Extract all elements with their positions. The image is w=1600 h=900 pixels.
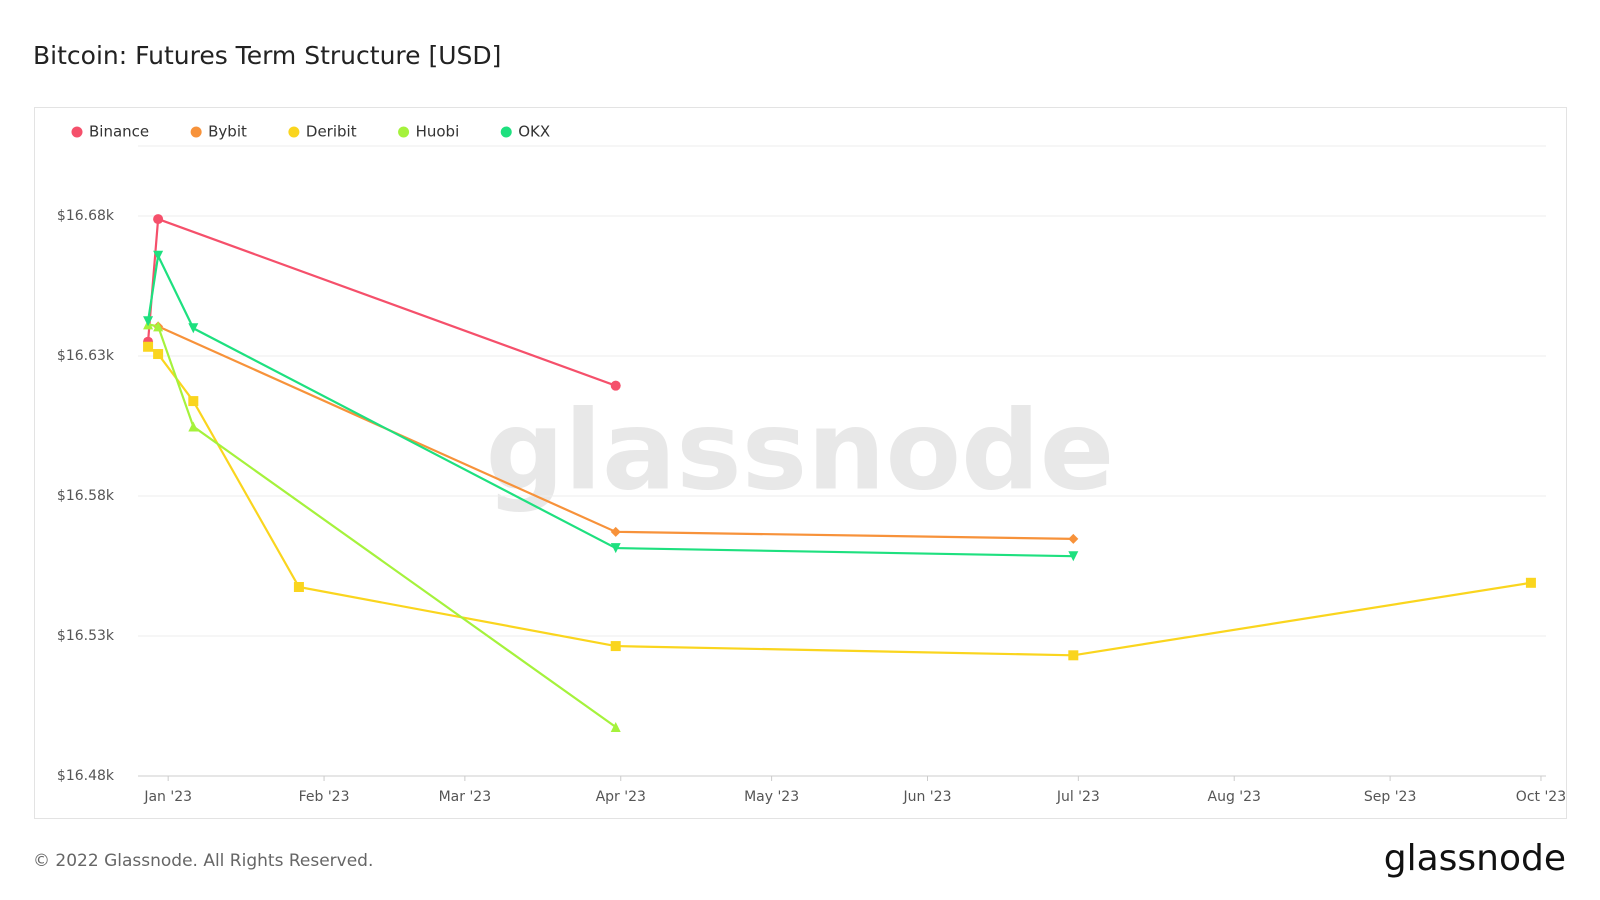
copyright: © 2022 Glassnode. All Rights Reserved. [33, 851, 373, 871]
point [153, 214, 164, 225]
point [293, 582, 304, 592]
x-tick-label: Oct '23 [1516, 789, 1566, 805]
x-tick-label: Aug '23 [1208, 789, 1261, 805]
series-line [146, 217, 617, 387]
x-tick-label: May '23 [744, 789, 799, 805]
point [188, 396, 199, 407]
point [1525, 577, 1536, 588]
point [610, 526, 621, 537]
logo: glassnode [1384, 838, 1566, 879]
grid [138, 145, 1546, 777]
point [188, 421, 199, 432]
y-tick-label: $16.58k [57, 488, 115, 504]
watermark: glassnode [486, 386, 1115, 514]
series-line [147, 323, 617, 728]
point [153, 321, 164, 332]
point [1068, 650, 1079, 661]
legend-marker [398, 126, 410, 138]
x-tick-label: Apr '23 [596, 789, 646, 805]
point [1068, 533, 1079, 544]
point [153, 250, 164, 261]
y-tick-label: $16.68k [57, 208, 115, 224]
legend-marker [71, 126, 83, 138]
point [610, 641, 621, 652]
legend-label: Binance [89, 123, 149, 141]
legend-label: Deribit [306, 123, 357, 141]
point [610, 380, 621, 391]
point [188, 323, 199, 334]
legend-marker [190, 126, 202, 138]
y-tick-label: $16.48k [57, 768, 115, 784]
chart-frame [34, 107, 1567, 819]
point [143, 316, 154, 327]
chart-title: Bitcoin: Futures Term Structure [USD] [33, 41, 501, 70]
x-tick-label: Feb '23 [299, 789, 350, 805]
point [153, 349, 164, 360]
legend-marker [288, 126, 300, 138]
point [1068, 551, 1079, 562]
point [610, 722, 621, 732]
legend-label: Bybit [208, 123, 247, 141]
x-tick-label: Mar '23 [439, 789, 492, 805]
x-tick-label: Jun '23 [902, 789, 951, 805]
point [610, 543, 621, 554]
y-tick-label: $16.53k [57, 628, 115, 644]
legend-label: Huobi [416, 123, 460, 141]
x-tick-label: Jan '23 [143, 789, 192, 805]
legend-label: OKX [518, 123, 550, 141]
y-tick-label: $16.63k [57, 348, 115, 364]
legend-marker [500, 126, 512, 138]
x-tick-label: Sep '23 [1364, 789, 1417, 805]
point [143, 341, 154, 352]
x-tick-label: Jul '23 [1056, 789, 1100, 805]
